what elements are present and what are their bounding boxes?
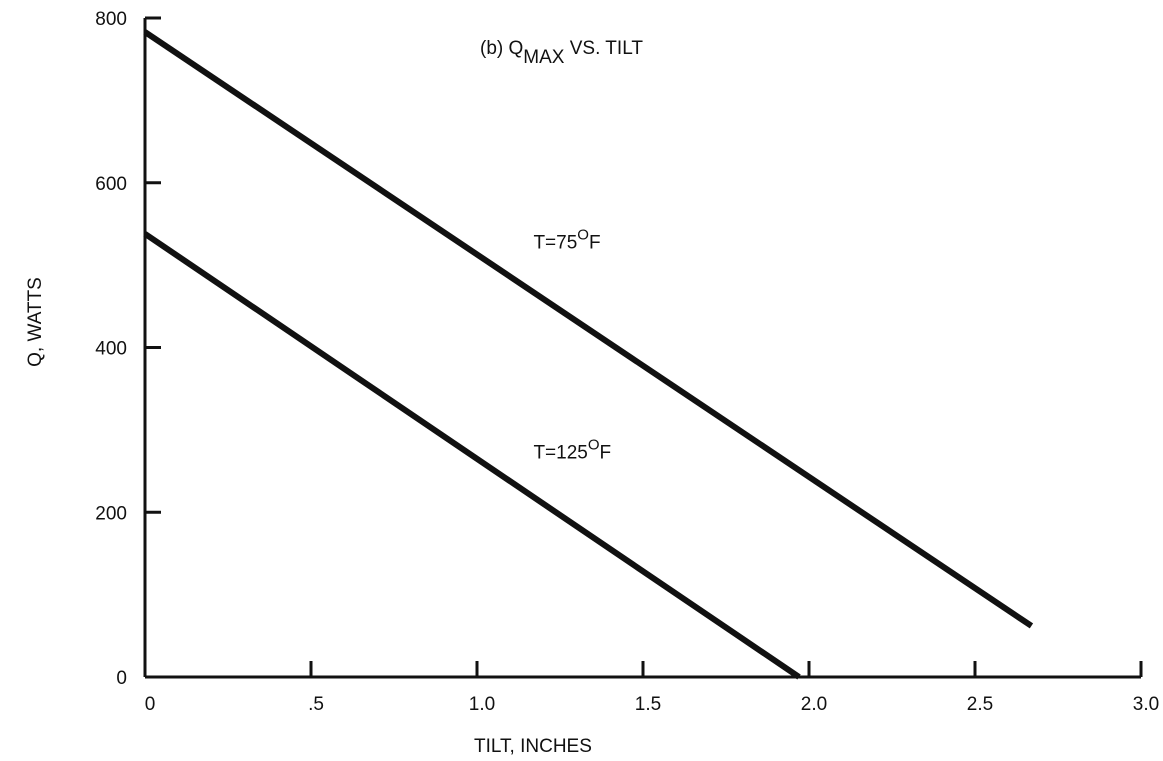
series-label-0: T=75OF	[533, 227, 600, 254]
y-tick-label: 200	[95, 503, 127, 524]
series-label-main: T=75	[533, 233, 577, 254]
y-tick-label: 600	[95, 174, 127, 195]
series-label-main: T=125	[533, 443, 587, 464]
y-tick-label: 0	[116, 668, 127, 689]
x-tick-label: 1.0	[469, 694, 495, 715]
series-label-degree: O	[588, 437, 600, 454]
tick-labels: 0 .5 1.0 1.5 2.0 2.5 3.0 0 200 400 600 800	[95, 9, 1159, 715]
x-axis-label: TILT, INCHES	[474, 736, 592, 757]
x-tick-label: 2.5	[967, 694, 993, 715]
series-line-1	[143, 231, 801, 680]
chart-title-rest: VS. TILT	[564, 38, 643, 59]
x-tick-label: .5	[308, 694, 324, 715]
x-tick-label: 3.0	[1133, 694, 1159, 715]
series-label-unit: F	[589, 233, 601, 254]
y-axis-label: Q, WATTS	[25, 277, 46, 367]
x-tick-label: 1.5	[635, 694, 661, 715]
chart-title-subscript: MAX	[523, 47, 565, 68]
series-label-unit: F	[600, 443, 612, 464]
y-tick-label: 400	[95, 339, 127, 360]
series-label-degree: O	[577, 227, 589, 244]
x-tick-label: 0	[145, 694, 156, 715]
series-lines	[143, 29, 1034, 680]
y-tick-label: 800	[95, 9, 127, 30]
series-label-1: T=125OF	[533, 437, 611, 464]
ticks	[143, 16, 1143, 679]
axes	[143, 18, 1141, 679]
series-line-0	[143, 29, 1034, 629]
chart-title-main: (b) Q	[480, 38, 523, 59]
chart-title: (b) QMAX VS. TILT	[480, 38, 643, 68]
x-tick-label: 2.0	[801, 694, 827, 715]
